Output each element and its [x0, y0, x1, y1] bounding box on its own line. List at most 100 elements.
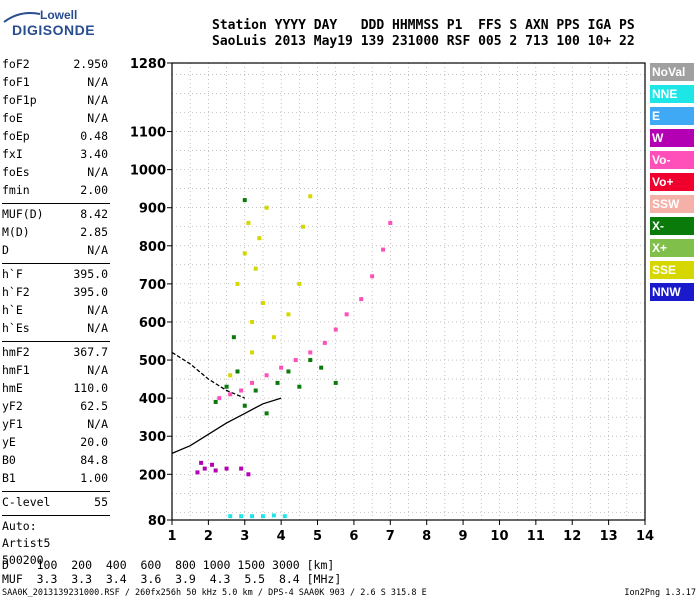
param-name: foF1	[2, 75, 30, 89]
data-point-sse-cloud	[246, 220, 251, 225]
data-point-x-points	[297, 384, 302, 389]
param-value: N/A	[87, 75, 108, 89]
logo-swoosh-icon	[3, 12, 41, 23]
data-point-sse-cloud	[253, 266, 258, 271]
param-name: yE	[2, 435, 16, 449]
y-tick-label: 1100	[130, 126, 166, 141]
data-point-sse-cloud	[250, 350, 255, 355]
data-point-e-region-trace	[210, 462, 215, 467]
param-row-foep: foEp 0.48	[2, 129, 108, 147]
param-name: B0	[2, 453, 16, 467]
data-point-f2-trace	[217, 396, 222, 401]
y-tick-label: 300	[139, 430, 166, 445]
data-point-f2-trace	[279, 365, 284, 370]
x-tick-label: 5	[313, 529, 322, 544]
param-value: N/A	[87, 165, 108, 179]
y-tick-label: 400	[139, 392, 166, 407]
param-row-fof1: foF1 N/A	[2, 75, 108, 93]
data-point-sse-cloud	[300, 224, 305, 229]
param-name: foEp	[2, 129, 30, 143]
data-point-nne-points	[282, 514, 287, 519]
x-tick-label: 8	[422, 529, 431, 544]
x-tick-label: 11	[527, 529, 545, 544]
data-point-e-region-trace	[195, 470, 200, 475]
param-value: 62.5	[80, 399, 108, 413]
param-name: MUF(D)	[2, 207, 44, 221]
data-point-x-points	[213, 399, 218, 404]
model-profile-curve-upper	[171, 351, 246, 399]
param-name: yF2	[2, 399, 23, 413]
data-point-f2-trace	[250, 380, 255, 385]
param-value: 2.00	[80, 183, 108, 197]
param-value: N/A	[87, 321, 108, 335]
data-point-f2-trace	[239, 388, 244, 393]
param-name: fmin	[2, 183, 30, 197]
x-tick-label: 12	[563, 529, 581, 544]
data-point-sse-cloud	[286, 312, 291, 317]
data-point-x-points	[333, 380, 338, 385]
param-value: 1.00	[80, 471, 108, 485]
data-point-f2-trace	[322, 340, 327, 345]
param-name: h`F	[2, 267, 23, 281]
param-name: foEs	[2, 165, 30, 179]
param-row-b1: B1 1.00	[2, 471, 108, 489]
param-name: h`Es	[2, 321, 30, 335]
param-value: N/A	[87, 243, 108, 257]
param-name: D	[2, 243, 9, 257]
param-value: 8.42	[80, 207, 108, 221]
y-tick-label: 600	[139, 316, 166, 331]
data-point-e-region-trace	[224, 466, 229, 471]
data-point-nne-points	[271, 513, 276, 518]
data-point-sse-cloud	[271, 335, 276, 340]
param-row-hf2: h`F2 395.0	[2, 285, 108, 303]
x-tick-label: 14	[636, 529, 654, 544]
param-row-d: D N/A	[2, 243, 108, 261]
data-point-sse-cloud	[235, 281, 240, 286]
param-row-hf: h`F 395.0	[2, 267, 108, 285]
param-row-hme: hmE 110.0	[2, 381, 108, 399]
param-value: N/A	[87, 111, 108, 125]
logo-line2: DIGISONDE	[12, 22, 96, 38]
param-row-fof2: foF2 2.950	[2, 57, 108, 75]
param-row-foes: foEs N/A	[2, 165, 108, 183]
param-separator	[2, 515, 110, 516]
y-tick-label: 800	[139, 240, 166, 255]
x-tick-label: 1	[167, 529, 176, 544]
data-point-e-region-trace	[246, 472, 251, 477]
legend-item-ssw: SSW	[650, 195, 694, 213]
param-name: fxI	[2, 147, 23, 161]
data-point-nne-points	[260, 514, 265, 519]
param-value: 395.0	[73, 285, 108, 299]
plot-frame	[171, 62, 646, 521]
param-value: 20.0	[80, 435, 108, 449]
y-tick-label: 900	[139, 202, 166, 217]
param-name: foF1p	[2, 93, 37, 107]
data-point-x-points	[308, 358, 313, 363]
header-table: Station YYYY DAY DDD HHMMSS P1 FFS S AXN…	[212, 18, 635, 50]
x-tick-label: 10	[490, 529, 508, 544]
data-point-f2-trace	[344, 312, 349, 317]
param-value: N/A	[87, 93, 108, 107]
data-point-x-points	[286, 369, 291, 374]
param-row-b0: B0 84.8	[2, 453, 108, 471]
model-profile-curve	[171, 397, 282, 454]
param-value: 110.0	[73, 381, 108, 395]
param-separator	[2, 263, 110, 264]
data-point-sse-cloud	[250, 319, 255, 324]
param-row-fof1p: foF1p N/A	[2, 93, 108, 111]
data-point-e-region-trace	[199, 460, 204, 465]
param-name: hmF1	[2, 363, 30, 377]
data-point-sse-cloud	[260, 300, 265, 305]
x-tick-label: 3	[240, 529, 249, 544]
data-point-f2-trace	[308, 350, 313, 355]
param-row-fxi: fxI 3.40	[2, 147, 108, 165]
y-tick-label: 80	[148, 514, 166, 529]
data-point-x-points	[235, 369, 240, 374]
param-value: 0.48	[80, 129, 108, 143]
param-name: B1	[2, 471, 16, 485]
param-name: C-level	[2, 495, 51, 509]
lowell-digisonde-logo: Lowell DIGISONDE	[2, 8, 114, 44]
data-point-x-points	[275, 380, 280, 385]
param-row-clevel: C-level 55	[2, 495, 108, 513]
x-tick-label: 2	[204, 529, 213, 544]
